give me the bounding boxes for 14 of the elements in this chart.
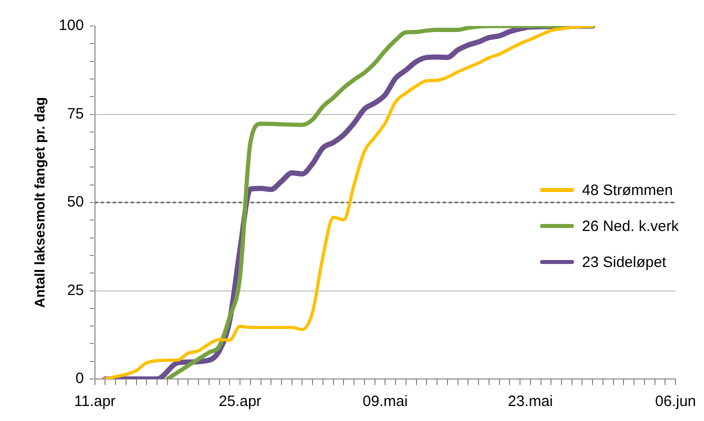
legend-label: 26 Ned. k.verk (582, 218, 679, 234)
x-tick-label: 06.jun (655, 393, 696, 410)
y-tick-label: 50 (67, 194, 84, 211)
x-tick-label: 09.mai (362, 393, 408, 410)
y-tick-label: 100 (58, 17, 84, 34)
legend-label: 23 Sideløpet (582, 254, 666, 270)
x-tick-label: 23.mai (508, 393, 553, 410)
x-tick-label: 25.apr (218, 393, 262, 410)
y-tick-label: 25 (67, 282, 84, 299)
y-axis-title: Antall laksesmolt fanget pr. dag (31, 97, 48, 308)
legend-label: 48 Strømmen (582, 182, 673, 198)
y-tick-label: 75 (67, 105, 84, 122)
x-tick-label: 11.apr (74, 393, 116, 410)
y-tick-label: 0 (75, 370, 84, 388)
